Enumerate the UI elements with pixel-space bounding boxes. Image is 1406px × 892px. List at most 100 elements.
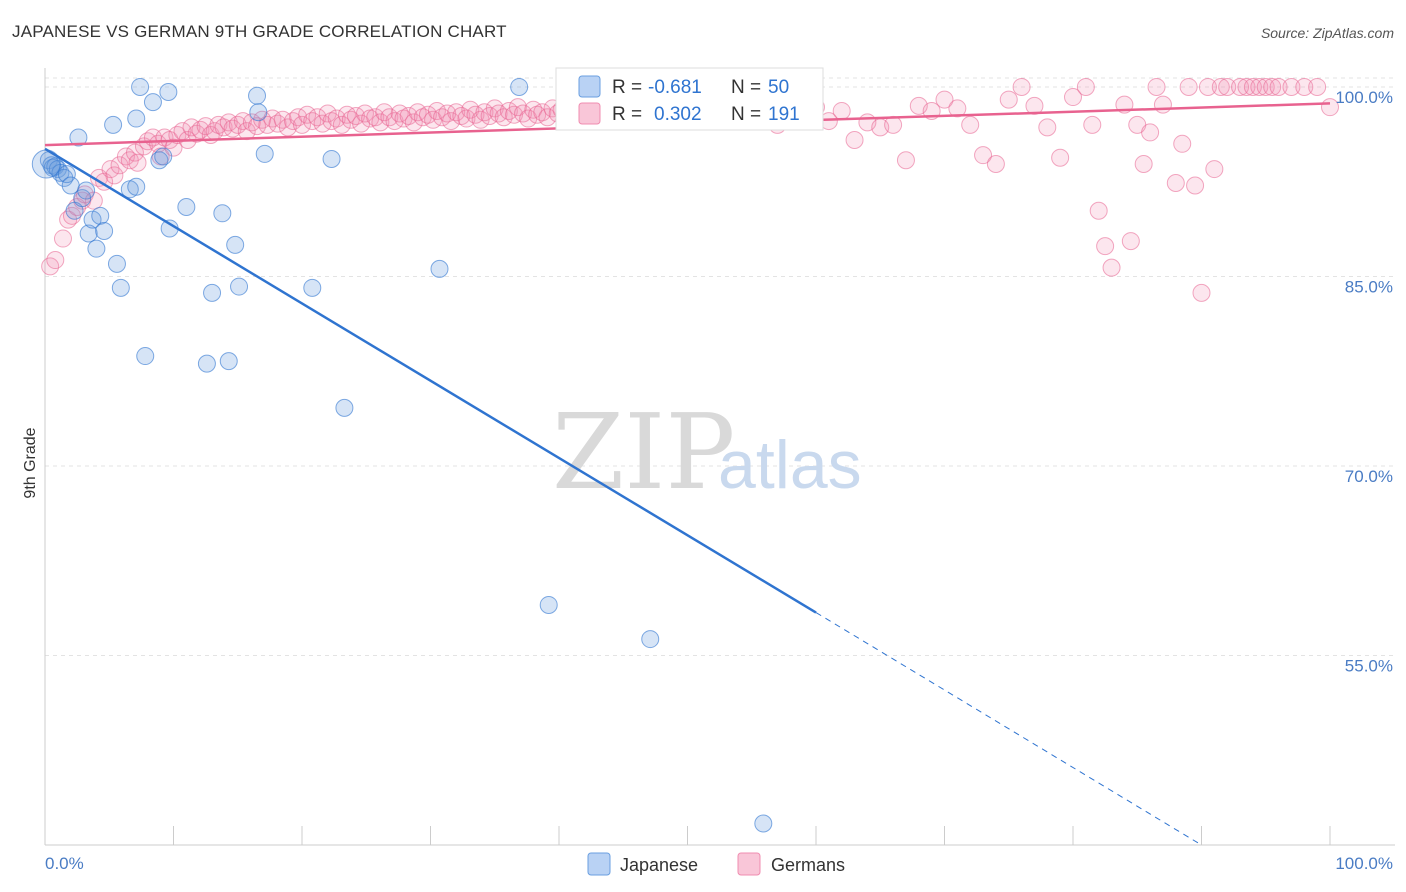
germans-point-69 [375, 103, 394, 122]
germans-point-169 [1147, 77, 1166, 96]
germans-point-65 [355, 104, 374, 123]
watermark-zip: ZIP [552, 391, 735, 513]
germans-point-151 [974, 146, 993, 165]
japanese-point-45 [510, 77, 529, 96]
x-tick-label-1: 100.0% [1335, 854, 1393, 873]
germans-point-173 [1179, 77, 1198, 96]
germans-point-189 [1308, 77, 1327, 96]
japanese-point-37 [230, 277, 249, 296]
germans-point-35 [209, 115, 228, 134]
japanese-point-41 [303, 278, 322, 297]
watermark-atlas: atlas [718, 427, 862, 503]
germans-point-58 [322, 112, 341, 131]
chart-title: JAPANESE VS GERMAN 9TH GRADE CORRELATION… [12, 22, 507, 41]
germans-point-98 [514, 104, 533, 123]
x-tick-label-0: 0.0% [45, 854, 84, 873]
germans-point-159 [1076, 77, 1095, 96]
germans-point-12 [105, 166, 124, 185]
japanese-point-24 [131, 77, 150, 96]
japanese-point-15 [87, 239, 106, 258]
germans-point-185 [1263, 77, 1282, 96]
germans-point-153 [999, 90, 1018, 109]
legend-japanese-n-label: N = [731, 77, 761, 98]
germans-point-102 [533, 103, 552, 122]
germans-point-165 [1121, 232, 1140, 251]
japanese-point-35 [219, 352, 238, 371]
germans-point-181 [1237, 77, 1256, 96]
japanese-point-19 [107, 254, 126, 273]
germans-point-101 [528, 105, 547, 124]
y-axis-label: 9th Grade [22, 427, 39, 498]
germans-point-183 [1250, 77, 1269, 96]
germans-point-168 [1141, 123, 1160, 142]
germans-point-156 [1038, 118, 1057, 137]
y-tick-labels: 55.0% 70.0% 85.0% 100.0% [1335, 88, 1393, 676]
legend-germans-r-value: 0.302 [654, 104, 702, 125]
japanese-point-33 [203, 283, 222, 302]
legend-japanese-r-label: R = [612, 77, 642, 98]
japanese-point-36 [226, 235, 245, 254]
germans-point-1 [46, 251, 65, 270]
japanese-point-23 [127, 109, 146, 128]
japanese-point-25 [136, 347, 155, 366]
germans-point-85 [452, 107, 471, 126]
germans-point-68 [371, 113, 390, 132]
germans-point-36 [214, 118, 233, 137]
germans-point-176 [1198, 77, 1217, 96]
germans-point-179 [1218, 77, 1237, 96]
germans-point-60 [332, 115, 351, 134]
japanese-point-39 [249, 103, 268, 122]
germans-point-171 [1166, 173, 1185, 192]
y-tick-label-1: 70.0% [1345, 467, 1393, 486]
germans-point-17 [128, 153, 147, 172]
japanese-point-10 [69, 128, 88, 147]
japanese-point-28 [154, 147, 173, 166]
japanese-point-42 [322, 149, 341, 168]
germans-point-177 [1205, 160, 1224, 179]
japanese-point-16 [91, 206, 110, 225]
germans-point-32 [196, 117, 215, 136]
chart-source: Source: ZipAtlas.com [1260, 25, 1394, 41]
germans-point-172 [1173, 134, 1192, 153]
germans-point-83 [442, 112, 461, 131]
germans-point-178 [1211, 77, 1230, 96]
germans-point-152 [986, 155, 1005, 174]
germans-point-149 [948, 99, 967, 118]
axes [44, 68, 1395, 846]
germans-point-167 [1134, 155, 1153, 174]
japanese-trend-line [44, 147, 817, 614]
germans-point-182 [1243, 77, 1262, 96]
japanese-point-32 [197, 354, 216, 373]
japanese-point-13 [79, 224, 98, 243]
y-tick-label-2: 85.0% [1345, 277, 1393, 296]
legend-germans-n-label: N = [731, 104, 761, 125]
germans-point-76 [408, 103, 427, 122]
germans-point-184 [1256, 77, 1275, 96]
germans-point-180 [1231, 77, 1250, 96]
legend-germans-n-value: 191 [768, 104, 800, 125]
legend-japanese-r-value: -0.681 [648, 77, 702, 98]
germans-point-78 [418, 105, 437, 124]
japanese-point-18 [104, 115, 123, 134]
germans-point-141 [845, 131, 864, 150]
germans-point-140 [832, 101, 851, 120]
japanese-point-38 [248, 86, 267, 105]
japanese-point-44 [430, 259, 449, 278]
germans-point-40 [233, 112, 252, 131]
japanese-point-34 [213, 204, 232, 223]
japanese-point-22 [127, 177, 146, 196]
series-legend: Japanese Germans [587, 852, 845, 876]
legend-germans-r-label: R = [612, 104, 642, 125]
y-tick-label-0: 55.0% [1345, 656, 1393, 675]
legend-swatch-germans [578, 102, 601, 125]
japanese-point-20 [111, 278, 130, 297]
x-tick-labels: 0.0% 100.0% [45, 854, 1393, 873]
japanese-point-43 [335, 398, 354, 417]
germans-point-157 [1051, 148, 1070, 167]
germans-point-2 [53, 229, 72, 248]
bottom-legend-japanese: Japanese [620, 855, 698, 875]
japanese-point-46 [539, 595, 558, 614]
japanese-point-40 [255, 144, 274, 163]
germans-point-75 [404, 113, 423, 132]
